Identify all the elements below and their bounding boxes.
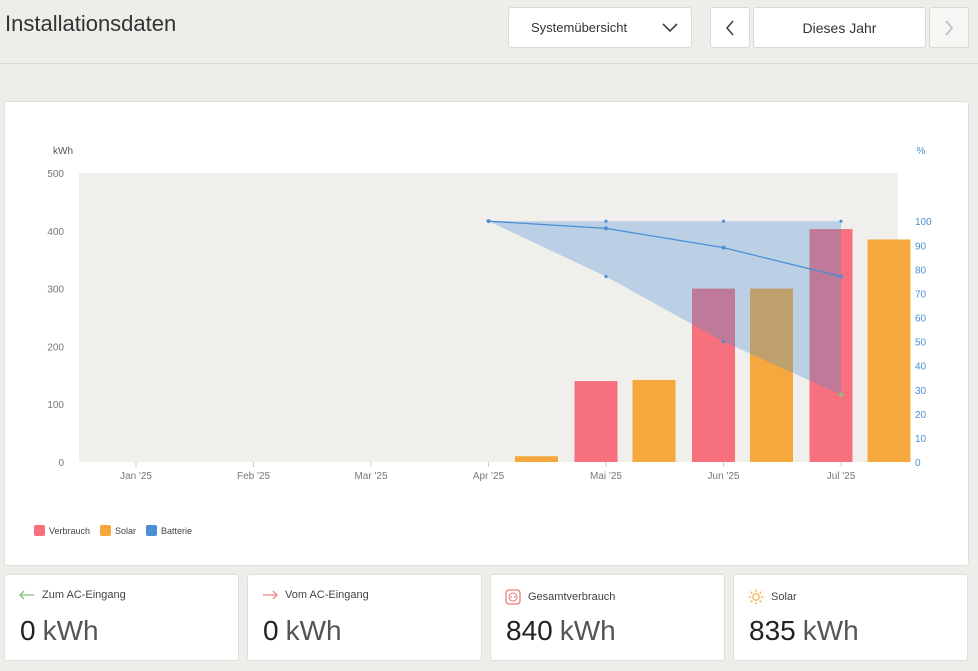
legend-swatch (146, 525, 158, 536)
y2-tick-label: 10 (915, 434, 927, 445)
stat-label: Gesamtverbrauch (528, 591, 616, 603)
y2-axis-title: % (917, 146, 926, 157)
x-tick-label: Mai '25 (590, 471, 622, 482)
y2-tick-label: 0 (915, 458, 921, 469)
y2-tick-label: 50 (915, 338, 927, 349)
bar-verbrauch (809, 229, 853, 462)
y2-tick-label: 40 (915, 362, 927, 373)
legend-label: Solar (115, 525, 137, 536)
y-tick-label: 500 (47, 169, 64, 180)
stat-number: 0 (20, 615, 36, 646)
stat-card-zum-ac-eingang: Zum AC-Eingang 0 kWh (4, 574, 239, 661)
header: Installationsdaten Systemübersicht Diese… (0, 0, 978, 64)
y2-tick-label: 30 (915, 386, 927, 397)
battery-min-point (838, 392, 844, 397)
sun-icon (748, 589, 764, 605)
battery-point (604, 226, 608, 231)
battery-line (488, 220, 842, 278)
chevron-right-icon (945, 19, 954, 36)
arrow-left-icon (19, 590, 34, 600)
energy-chart: kWh % 0 100 200 300 400 500 0 10 20 30 40 50 60 70 80 90 1… (47, 146, 932, 482)
y-tick-label: 0 (58, 458, 64, 469)
stat-number: 840 (506, 615, 553, 646)
stat-label: Zum AC-Eingang (42, 589, 126, 601)
stat-value: 0 kWh (263, 615, 342, 647)
y2-tick-label: 60 (915, 314, 927, 325)
battery-range-band (488, 221, 841, 395)
battery-max-point (839, 219, 843, 223)
arrow-right-icon (263, 590, 278, 600)
legend-label: Batterie (161, 525, 193, 536)
stat-label: Solar (771, 591, 797, 603)
legend-swatch (100, 525, 112, 536)
stat-card-solar: Solar 835 kWh (733, 574, 968, 661)
legend-item-verbrauch[interactable]: Verbrauch (34, 525, 90, 536)
battery-min-point (486, 219, 491, 223)
battery-min-point (721, 339, 726, 344)
legend-item-batterie[interactable]: Batterie (146, 525, 192, 536)
legend-swatch (34, 525, 45, 536)
next-period-button[interactable] (929, 7, 969, 48)
bar-solar (632, 379, 676, 462)
battery-min-point (604, 274, 608, 279)
stat-header: Solar (748, 589, 797, 605)
y-axis-title: kWh (53, 146, 73, 157)
stat-unit: kWh (559, 615, 616, 646)
stat-unit: kWh (802, 615, 859, 646)
page-title: Installationsdaten (5, 11, 177, 36)
chart-legend: Verbrauch Solar Batterie (34, 525, 192, 536)
y2-tick-label: 70 (915, 289, 927, 300)
bar-solar (515, 456, 558, 462)
y-tick-label: 400 (47, 227, 64, 238)
x-tick-label: Jan '25 (120, 471, 152, 482)
legend-item-solar[interactable]: Solar (100, 525, 136, 536)
y2-tick-label: 90 (915, 241, 927, 252)
stat-number: 835 (749, 615, 796, 646)
y-tick-label: 100 (47, 400, 64, 411)
x-tick-label: Jun '25 (708, 471, 740, 482)
legend-label: Verbrauch (49, 525, 91, 536)
chart-card: kWh% 0 100 200 300 400 500 0 10 20 30 40 50 60 70 80 90 1… (4, 101, 969, 566)
y-tick-label: 200 (47, 342, 64, 353)
bar-solar (867, 239, 911, 462)
previous-period-button[interactable] (710, 7, 750, 48)
view-select[interactable]: Systemübersicht (508, 7, 692, 48)
stat-card-vom-ac-eingang: Vom AC-Eingang 0 kWh (247, 574, 482, 661)
stat-label: Vom AC-Eingang (285, 589, 369, 601)
stat-value: 0 kWh (20, 615, 99, 647)
y2-tick-label: 20 (915, 410, 927, 421)
battery-max-point (721, 219, 726, 223)
stat-number: 0 (263, 615, 279, 646)
stat-value: 835 kWh (749, 615, 859, 647)
bar-verbrauch (692, 288, 735, 462)
battery-point (721, 245, 726, 250)
stat-header: Gesamtverbrauch (505, 589, 615, 605)
x-tick-label: Jul '25 (827, 471, 856, 482)
y2-tick-label: 80 (915, 265, 927, 276)
stat-header: Zum AC-Eingang (19, 589, 126, 601)
stat-unit: kWh (285, 615, 342, 646)
stat-unit: kWh (42, 615, 99, 646)
stat-value: 840 kWh (506, 615, 616, 647)
outlet-icon (505, 589, 521, 605)
y-tick-label: 300 (47, 285, 64, 296)
y2-tick-label: 100 (915, 217, 932, 228)
bar-verbrauch (574, 381, 618, 462)
chevron-down-icon (662, 23, 678, 33)
period-label[interactable]: Dieses Jahr (753, 7, 926, 48)
view-select-label: Systemübersicht (531, 20, 628, 35)
battery-max-point (604, 219, 608, 223)
x-tick-label: Apr '25 (473, 471, 505, 482)
stat-header: Vom AC-Eingang (262, 589, 369, 601)
chevron-left-icon (725, 19, 734, 36)
bar-solar (750, 288, 793, 462)
stat-card-gesamtverbrauch: Gesamtverbrauch 840 kWh (490, 574, 725, 661)
x-tick-label: Mar '25 (354, 471, 387, 482)
x-tick-label: Feb '25 (237, 471, 270, 482)
battery-point (839, 274, 843, 279)
